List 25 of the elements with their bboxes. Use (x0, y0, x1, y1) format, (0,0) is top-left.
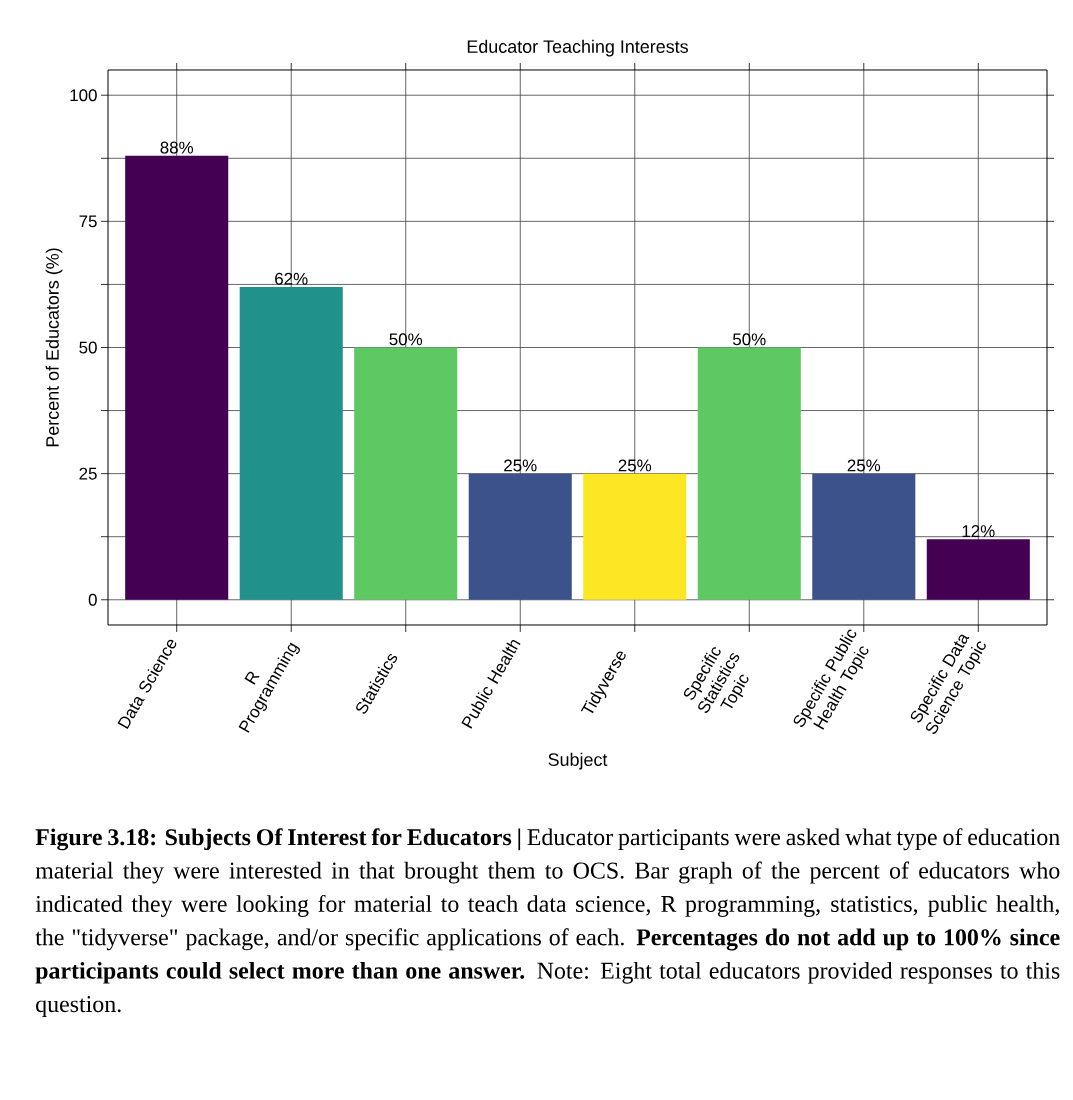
data-label: 50% (733, 333, 766, 346)
bar (812, 473, 916, 600)
data-label: 50% (389, 333, 423, 346)
bar (697, 347, 801, 600)
bar (239, 286, 343, 600)
y-tick-label: 50 (79, 341, 97, 354)
bar (125, 155, 229, 600)
data-label: 25% (504, 459, 537, 472)
y-tick-label: 0 (88, 593, 97, 606)
text: Figure 3.18: Subjects Of Interest for Educators | Educator participants were asked what type of education material they were interested in that brought them to OCS. Bar graph of the percent of educators who indicated they were looking for material to teach data science, R programming, statistics, public health, the "tidyverse" package, and/or specific applications of each. Percentages do not add up to 100% since participants could select more than one answer. Note: Eight total educators provided responses to this question. (35, 828, 1060, 1017)
y-axis-title: Percent of Educators (%) (45, 248, 63, 447)
bar (583, 473, 687, 600)
data-label: 25% (618, 459, 652, 472)
chart-title: Educator Teaching Interests (467, 39, 688, 57)
data-label: 62% (275, 272, 308, 285)
bar (926, 539, 1030, 600)
y-tick-label: 100 (70, 89, 97, 102)
x-axis-title: Subject (548, 752, 608, 770)
bar (468, 473, 572, 600)
data-label: 88% (160, 141, 194, 154)
y-tick-label: 75 (79, 215, 97, 228)
y-tick-label: 25 (79, 467, 97, 480)
bar (354, 347, 458, 600)
data-label: 25% (847, 459, 881, 472)
data-label: 12% (962, 525, 995, 538)
